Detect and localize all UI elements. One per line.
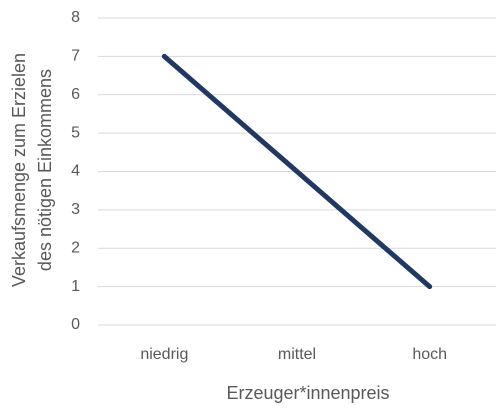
x-tick-label: hoch xyxy=(412,346,447,363)
x-tick-label: niedrig xyxy=(140,346,188,363)
x-axis-title: Erzeuger*innenpreis xyxy=(226,383,389,403)
y-tick-label: 6 xyxy=(71,86,80,103)
y-tick-label: 7 xyxy=(71,48,80,65)
y-tick-label: 3 xyxy=(71,201,80,218)
y-tick-label: 1 xyxy=(71,278,80,295)
y-axis-title: des nötigen Einkommens xyxy=(35,69,55,271)
data-line xyxy=(161,53,433,290)
y-tick-label: 2 xyxy=(71,239,80,256)
x-tick-label: mittel xyxy=(278,346,316,363)
y-tick-label: 4 xyxy=(71,163,80,180)
y-axis-title: Verkaufsmenge zum Erzielen xyxy=(9,53,29,287)
y-tick-label: 0 xyxy=(71,316,80,333)
y-tick-label: 8 xyxy=(71,9,80,26)
y-tick-label: 5 xyxy=(71,124,80,141)
